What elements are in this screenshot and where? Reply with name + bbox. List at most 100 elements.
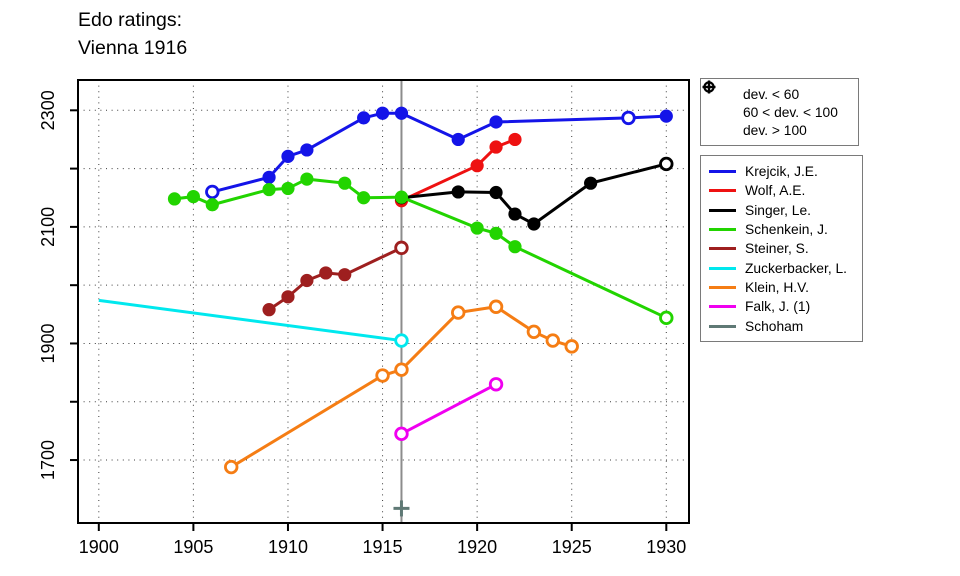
point-filled bbox=[300, 172, 314, 186]
deviation-legend-item: dev. > 100 bbox=[701, 80, 858, 140]
point-open bbox=[488, 299, 504, 314]
point-filled bbox=[262, 170, 276, 184]
y-tick-label: 1900 bbox=[38, 323, 58, 363]
point-filled bbox=[262, 182, 276, 197]
series-line bbox=[98, 298, 402, 343]
series-line bbox=[400, 382, 497, 436]
point-filled bbox=[451, 132, 465, 147]
x-tick-label: 1930 bbox=[646, 537, 686, 557]
point-filled bbox=[489, 226, 503, 240]
series-color-swatch bbox=[709, 324, 736, 328]
y-tick-label: 2300 bbox=[38, 90, 58, 130]
point-filled bbox=[281, 181, 295, 196]
players-legend: Krejcik, J.E. Wolf, A.E. Singer, Le. Schenk… bbox=[700, 155, 863, 342]
x-tick-label: 1925 bbox=[552, 537, 592, 557]
player-name-label: Krejcik, J.E. bbox=[745, 164, 818, 180]
series-color-swatch bbox=[709, 247, 736, 251]
chart-title: Edo ratings: Vienna 1916 bbox=[78, 6, 187, 62]
player-name-label: Steiner, S. bbox=[745, 241, 809, 257]
series-color-swatch bbox=[709, 228, 736, 232]
point-open bbox=[394, 333, 409, 348]
point-filled bbox=[338, 176, 352, 190]
point-filled bbox=[489, 115, 503, 129]
point-filled bbox=[319, 266, 333, 280]
point-open bbox=[394, 240, 409, 256]
player-name-label: Klein, H.V. bbox=[745, 279, 809, 295]
player-name-label: Schenkein, J. bbox=[745, 222, 828, 238]
series-color-swatch bbox=[709, 285, 736, 289]
deviation-legend-label: dev. > 100 bbox=[743, 123, 807, 139]
axes bbox=[70, 109, 668, 531]
point-filled bbox=[338, 268, 352, 282]
player-legend-item-krejcik-j-e: Krejcik, J.E. bbox=[701, 162, 862, 181]
player-legend-item-wolf-a-e: Wolf, A.E. bbox=[701, 181, 862, 200]
gridlines bbox=[78, 80, 689, 523]
point-filled bbox=[451, 185, 465, 199]
point-open bbox=[545, 333, 561, 348]
player-legend-item-schenkein-j: Schenkein, J. bbox=[701, 220, 862, 239]
deviation-legend-label: dev. < 60 bbox=[743, 86, 800, 102]
x-tick-label: 1910 bbox=[268, 537, 308, 557]
point-filled bbox=[375, 106, 390, 120]
plot-border bbox=[77, 79, 690, 524]
point-filled bbox=[394, 106, 409, 120]
point-filled bbox=[489, 185, 503, 200]
player-legend-item-klein-h-v: Klein, H.V. bbox=[701, 278, 862, 297]
point-filled bbox=[508, 207, 522, 221]
point-filled bbox=[262, 303, 276, 317]
deviation-legend-label: 60 < dev. < 100 bbox=[743, 104, 838, 120]
series-color-swatch bbox=[709, 305, 736, 309]
deviation-legend-item: dev. < 60 bbox=[701, 82, 858, 103]
player-name-label: Singer, Le. bbox=[745, 202, 811, 218]
player-name-label: Zuckerbacker, L. bbox=[745, 260, 847, 276]
point-open bbox=[488, 377, 504, 392]
series-falk-j-1 bbox=[394, 377, 504, 442]
point-open bbox=[526, 324, 542, 340]
point-filled bbox=[470, 221, 484, 235]
point-open bbox=[394, 362, 409, 377]
series-line bbox=[174, 177, 667, 320]
point-filled bbox=[527, 217, 541, 231]
deviation-legend: dev. < 60 60 < dev. < 100 dev. > 100 bbox=[700, 78, 859, 146]
point-filled bbox=[205, 198, 219, 212]
series-color-swatch bbox=[709, 266, 736, 270]
point-filled bbox=[281, 149, 295, 163]
series-zuckerbacker-l bbox=[98, 298, 409, 348]
x-tick-label: 1900 bbox=[79, 537, 119, 557]
player-legend-item-singer-le: Singer, Le. bbox=[701, 201, 862, 220]
point-filled bbox=[584, 176, 598, 190]
series-schenkein-j bbox=[167, 172, 674, 326]
point-filled bbox=[508, 240, 522, 254]
x-tick-label: 1915 bbox=[363, 537, 403, 557]
series-steiner-s bbox=[262, 240, 409, 317]
point-open bbox=[659, 156, 674, 172]
point-open bbox=[224, 459, 239, 475]
point-open bbox=[375, 368, 390, 383]
point-filled bbox=[186, 189, 200, 204]
point-filled bbox=[281, 290, 295, 304]
player-name-label: Wolf, A.E. bbox=[745, 183, 806, 199]
series-klein-h-v bbox=[224, 299, 579, 475]
point-filled bbox=[394, 190, 409, 204]
series-color-swatch bbox=[709, 189, 736, 193]
point-filled bbox=[357, 111, 371, 125]
point-open bbox=[451, 305, 466, 320]
player-legend-item-zuckerbacker-l: Zuckerbacker, L. bbox=[701, 258, 862, 277]
player-name-label: Schoham bbox=[745, 318, 804, 334]
player-legend-item-schoham: Schoham bbox=[701, 316, 862, 335]
point-filled bbox=[470, 159, 484, 173]
point-open bbox=[621, 110, 636, 126]
y-tick-label: 2100 bbox=[38, 207, 58, 247]
series-color-swatch bbox=[709, 170, 736, 174]
x-tick-label: 1920 bbox=[457, 537, 497, 557]
point-filled bbox=[300, 273, 314, 288]
axis-labels: 1900 1905 1910 1915 1920 1925 1930 1700 1900 2100… bbox=[38, 90, 686, 557]
deviation-legend-item: 60 < dev. < 100 bbox=[701, 81, 858, 121]
series-wolf-a-e bbox=[394, 132, 522, 208]
point-open bbox=[205, 184, 220, 200]
point-filled bbox=[489, 140, 503, 154]
series-color-swatch bbox=[709, 208, 736, 212]
point-open bbox=[564, 339, 579, 354]
